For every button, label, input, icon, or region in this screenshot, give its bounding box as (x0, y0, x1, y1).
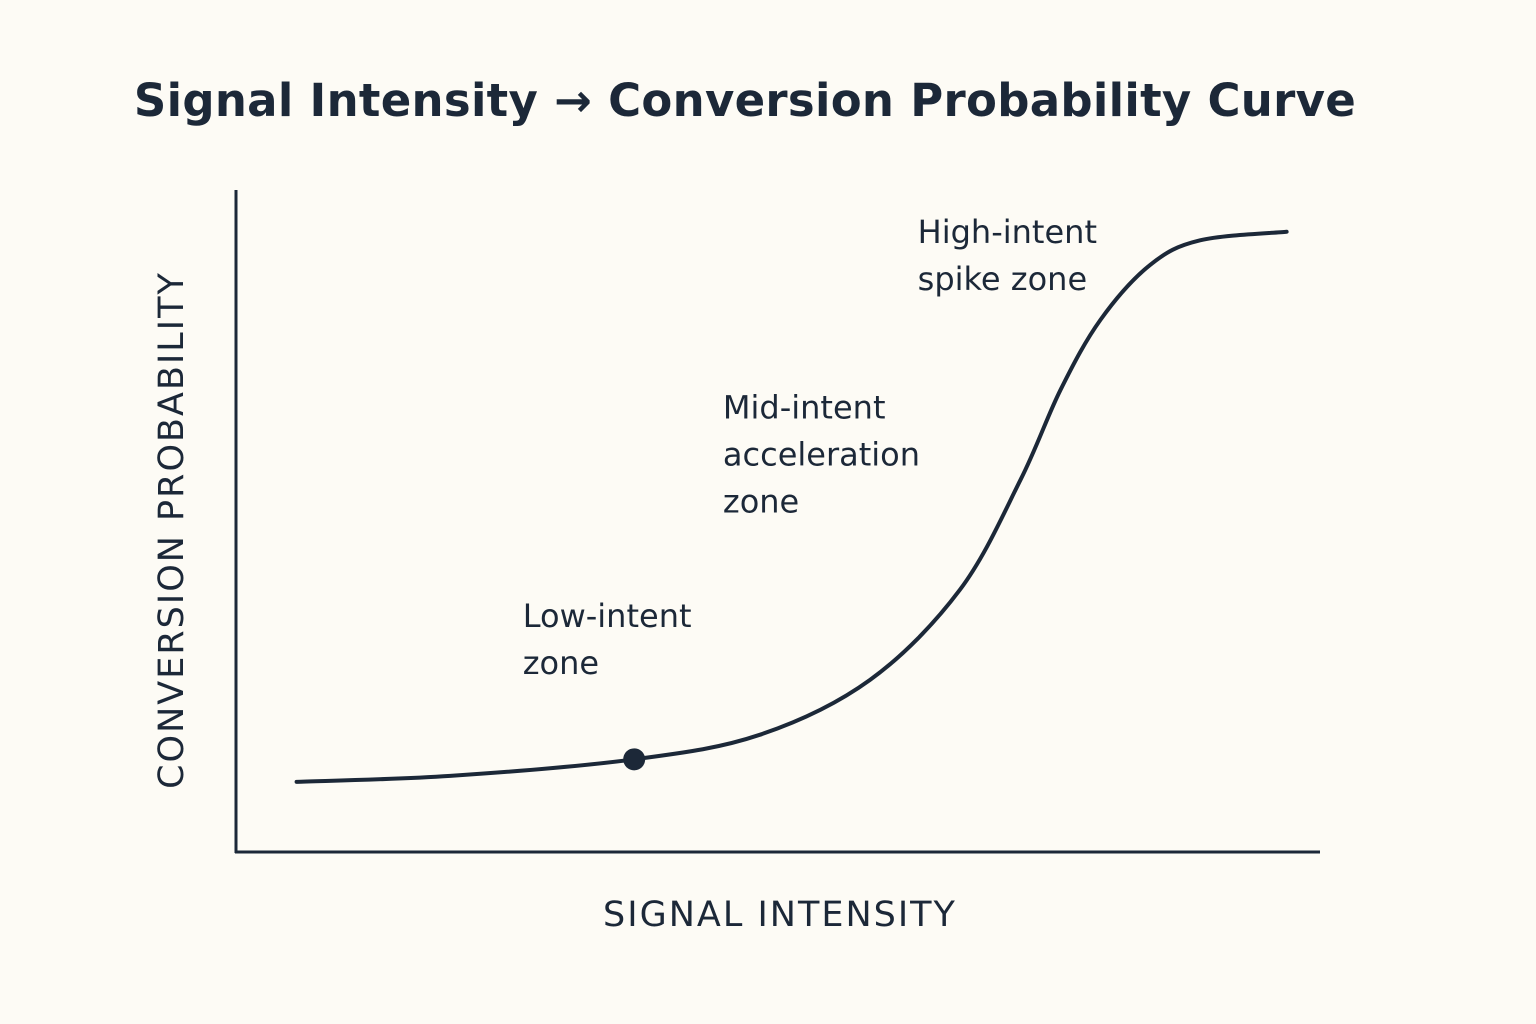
zone-annotation-line: zone (723, 482, 799, 520)
chart-title: Signal Intensity → Conversion Probabilit… (133, 74, 1357, 127)
zone-annotation-line: Low-intent (523, 597, 692, 635)
curve-line-0 (294, 229, 1289, 784)
x-axis-label: SIGNAL INTENSITY (603, 895, 957, 935)
zone-annotation-1: Mid-intent acceleration zone (723, 388, 920, 520)
zone-annotation-2: High-intent spike zone (918, 213, 1097, 298)
zone-annotation-line: zone (523, 644, 599, 682)
marked-point (623, 748, 646, 771)
zone-annotation-line: High-intent (918, 213, 1097, 251)
zone-annotation-line: acceleration (723, 435, 920, 473)
zone-annotation-line: Mid-intent (723, 388, 886, 426)
zone-annotation-line: spike zone (918, 260, 1087, 298)
zone-annotation-0: Low-intent zone (523, 597, 692, 682)
y-axis-label: CONVERSION PROBABILITY (152, 271, 192, 789)
